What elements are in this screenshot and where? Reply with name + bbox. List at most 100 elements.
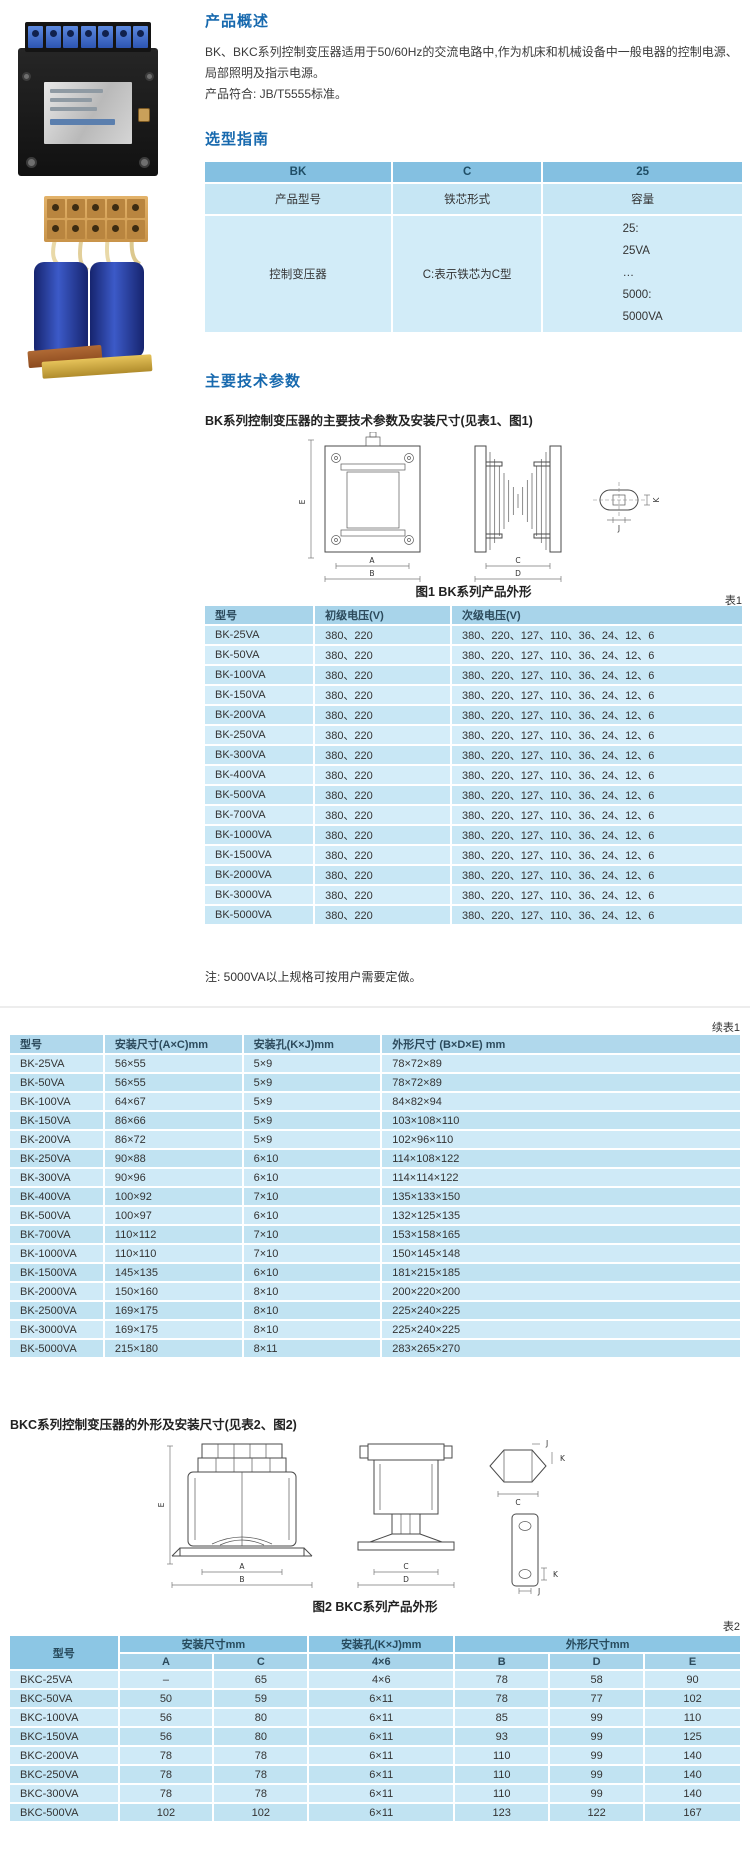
table-cell: 90 bbox=[645, 1671, 740, 1690]
table2-header-outline-group: 外形尺寸mm bbox=[455, 1636, 740, 1654]
table-cell: 380、220、127、110、36、24、12、6 bbox=[452, 826, 742, 846]
fig1-dim-j: J bbox=[617, 524, 620, 533]
table-row: BK-200VA 86×72 5×9 102×96×110 bbox=[10, 1131, 740, 1150]
sel-label-core: 铁芯形式 bbox=[392, 184, 544, 216]
table-cell: 110 bbox=[645, 1709, 740, 1728]
table-row: BK-25VA 56×55 5×9 78×72×89 bbox=[10, 1055, 740, 1074]
table-cell: 78×72×89 bbox=[382, 1074, 740, 1093]
table-cell: 225×240×225 bbox=[382, 1321, 740, 1340]
table-cell: 380、220 bbox=[315, 906, 452, 926]
table-cell: BK-1000VA bbox=[10, 1245, 105, 1264]
table-cell: 102 bbox=[119, 1804, 215, 1823]
table-cell: BK-400VA bbox=[10, 1188, 105, 1207]
table-cell: 380、220 bbox=[315, 726, 452, 746]
table-cell: 4×6 bbox=[309, 1671, 456, 1690]
table-row: BK-25VA 380、220 380、220、127、110、36、24、12、6 bbox=[205, 626, 742, 646]
table-cell: BKC-250VA bbox=[10, 1766, 120, 1785]
table-cell: 8×10 bbox=[243, 1283, 383, 1302]
table-cell: 93 bbox=[455, 1728, 551, 1747]
bk-dimension-table: 型号 安装尺寸(A×C)mm 安装孔(K×J)mm 外形尺寸 (B×D×E) m… bbox=[10, 1035, 740, 1359]
table-cell: 380、220、127、110、36、24、12、6 bbox=[452, 666, 742, 686]
table-cell: 6×11 bbox=[309, 1766, 456, 1785]
table-cell: BK-100VA bbox=[205, 666, 316, 686]
sel-capacity-lines: 25: 25VA … 5000: 5000VA bbox=[622, 223, 663, 323]
figure-2-caption: 图2 BKC系列产品外形 bbox=[312, 1600, 438, 1614]
table-cell: 110 bbox=[455, 1785, 551, 1804]
table-cell: 90×88 bbox=[104, 1150, 244, 1169]
cont-table-tag: 续表1 bbox=[711, 1022, 740, 1034]
table-row: BKC-250VA 78 78 6×11 110 99 140 bbox=[10, 1766, 740, 1785]
table-cell: BK-250VA bbox=[10, 1150, 105, 1169]
table-cell: 380、220、127、110、36、24、12、6 bbox=[452, 706, 742, 726]
table-cell: 102×96×110 bbox=[382, 1131, 740, 1150]
cont-header-hole: 安装孔(K×J)mm bbox=[243, 1035, 383, 1055]
table-cell: BK-50VA bbox=[205, 646, 316, 666]
table-cell: 380、220 bbox=[315, 666, 452, 686]
sel-value-model: 控制变压器 bbox=[205, 216, 393, 334]
table-cell: BK-500VA bbox=[10, 1207, 105, 1226]
table-cell: BK-200VA bbox=[205, 706, 316, 726]
table-row: BKC-300VA 78 78 6×11 110 99 140 bbox=[10, 1785, 740, 1804]
table-cell: 380、220 bbox=[315, 746, 452, 766]
sel-code-c: C bbox=[392, 162, 544, 184]
table-cell: 64×67 bbox=[104, 1093, 244, 1112]
table-row: BK-3000VA 380、220 380、220、127、110、36、24、12… bbox=[205, 886, 742, 906]
sel-code-bk: BK bbox=[205, 162, 393, 184]
bk-photo-nameplate bbox=[44, 82, 132, 144]
table-row: BK-400VA 380、220 380、220、127、110、36、24、12、… bbox=[205, 766, 742, 786]
bk-subtitle: BK系列控制变压器的主要技术参数及安装尺寸(见表1、图1) bbox=[205, 414, 533, 428]
table-row: BK-1500VA 145×135 6×10 181×215×185 bbox=[10, 1264, 740, 1283]
table-cell: 56×55 bbox=[104, 1074, 244, 1093]
table-cell: 99 bbox=[550, 1728, 646, 1747]
table-cell: 150×145×148 bbox=[382, 1245, 740, 1264]
table-cell: 114×108×122 bbox=[382, 1150, 740, 1169]
fig2-dim-c: C bbox=[403, 1562, 408, 1571]
table-cell: 78 bbox=[119, 1766, 215, 1785]
bkc-dimension-table: 型号 安装尺寸mm 安装孔(K×J)mm 外形尺寸mm A C 4×6 B D … bbox=[10, 1636, 740, 1823]
table-cell: 215×180 bbox=[104, 1340, 244, 1359]
table-cell: 6×11 bbox=[309, 1747, 456, 1766]
table-cell: 5×9 bbox=[243, 1131, 383, 1150]
table-cell: 380、220 bbox=[315, 806, 452, 826]
table-cell: 380、220、127、110、36、24、12、6 bbox=[452, 786, 742, 806]
table-cell: 7×10 bbox=[243, 1245, 383, 1264]
table-cell: 225×240×225 bbox=[382, 1302, 740, 1321]
table2-subheader-e: E bbox=[645, 1654, 740, 1671]
table-cell: 200×220×200 bbox=[382, 1283, 740, 1302]
table-cell: – bbox=[119, 1671, 215, 1690]
table-cell: 5×9 bbox=[243, 1093, 383, 1112]
table2-subheader-b: B bbox=[455, 1654, 551, 1671]
table-cell: 114×114×122 bbox=[382, 1169, 740, 1188]
table2-subheader-hole: 4×6 bbox=[309, 1654, 456, 1671]
table-cell: 380、220 bbox=[315, 626, 452, 646]
fig2-dim-a: A bbox=[239, 1562, 245, 1571]
table-cell: 380、220、127、110、36、24、12、6 bbox=[452, 646, 742, 666]
table2-header-hole-group: 安装孔(K×J)mm bbox=[309, 1636, 456, 1654]
table-cell: 5×9 bbox=[243, 1074, 383, 1093]
fig1-dim-a: A bbox=[369, 556, 375, 565]
table-cell: 380、220、127、110、36、24、12、6 bbox=[452, 846, 742, 866]
table-cell: 77 bbox=[550, 1690, 646, 1709]
table-cell: BK-1000VA bbox=[205, 826, 316, 846]
bkc-photo-coil bbox=[34, 262, 88, 358]
table-cell: 100×92 bbox=[104, 1188, 244, 1207]
table-row: BKC-100VA 56 80 6×11 85 99 110 bbox=[10, 1709, 740, 1728]
sel-value-core: C:表示铁芯为C型 bbox=[392, 216, 544, 334]
table-cell: BKC-25VA bbox=[10, 1671, 120, 1690]
table-cell: 78 bbox=[455, 1690, 551, 1709]
table-cell: 380、220 bbox=[315, 706, 452, 726]
table-row: BK-3000VA 169×175 8×10 225×240×225 bbox=[10, 1321, 740, 1340]
table-cell: 99 bbox=[550, 1766, 646, 1785]
table-row: BK-400VA 100×92 7×10 135×133×150 bbox=[10, 1188, 740, 1207]
fig1-dim-c: C bbox=[515, 556, 520, 565]
table-cell: 110×110 bbox=[104, 1245, 244, 1264]
table-cell: BK-300VA bbox=[205, 746, 316, 766]
table-1-note: 注: 5000VA以上规格可按用户需要定做。 bbox=[205, 970, 422, 984]
table-row: BK-5000VA 215×180 8×11 283×265×270 bbox=[10, 1340, 740, 1359]
fig1-dim-k: K bbox=[652, 496, 661, 502]
table-cell: 125 bbox=[645, 1728, 740, 1747]
table-cell: 59 bbox=[214, 1690, 310, 1709]
table-row: BKC-200VA 78 78 6×11 110 99 140 bbox=[10, 1747, 740, 1766]
table-cell: BK-100VA bbox=[10, 1093, 105, 1112]
